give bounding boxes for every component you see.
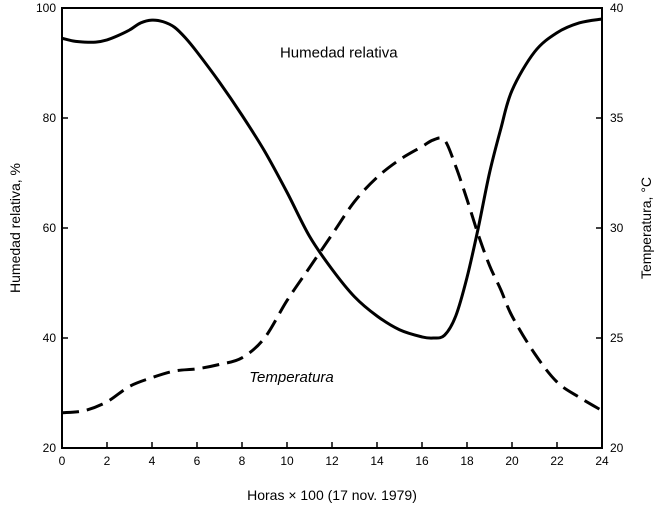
y-right-tick-label: 35 [610,111,624,125]
y-left-tick-label: 20 [43,441,57,455]
humidity-annotation: Humedad relativa [280,45,398,62]
x-tick-label: 8 [239,454,246,468]
temperature-line [61,136,603,415]
x-tick-label: 0 [59,454,66,468]
y-right-axis-title: Temperatura, °C [638,177,654,279]
x-axis-title: Horas × 100 (17 nov. 1979) [247,487,417,503]
x-tick-label: 12 [325,454,339,468]
x-tick-label: 24 [595,454,609,468]
x-axis-ticks: 0 2 4 6 8 10 12 14 16 18 20 22 24 [59,442,609,468]
y-right-tick-label: 40 [610,1,624,15]
x-tick-label: 2 [104,454,111,468]
x-tick-label: 14 [370,454,384,468]
y-left-tick-label: 80 [43,111,57,125]
humidity-line [61,17,603,340]
annotation-layer: Humedad relativa Temperatura [249,45,398,387]
y-right-tick-label: 20 [610,441,624,455]
y-left-axis-title: Humedad relativa, % [7,163,23,293]
y-left-axis-ticks: 20 40 60 80 100 [36,1,68,455]
y-right-tick-label: 25 [610,331,624,345]
series-layer [61,17,603,415]
y-left-tick-label: 60 [43,221,57,235]
x-tick-label: 10 [280,454,294,468]
x-tick-label: 22 [550,454,564,468]
x-tick-label: 16 [415,454,429,468]
temperature-annotation: Temperatura [249,369,334,386]
y-right-axis-ticks: 20 25 30 35 40 [596,1,624,455]
x-tick-label: 4 [149,454,156,468]
y-right-tick-label: 30 [610,221,624,235]
x-tick-label: 6 [194,454,201,468]
x-tick-label: 20 [505,454,519,468]
x-tick-label: 18 [460,454,474,468]
y-left-tick-label: 40 [43,331,57,345]
y-left-tick-label: 100 [36,1,56,15]
